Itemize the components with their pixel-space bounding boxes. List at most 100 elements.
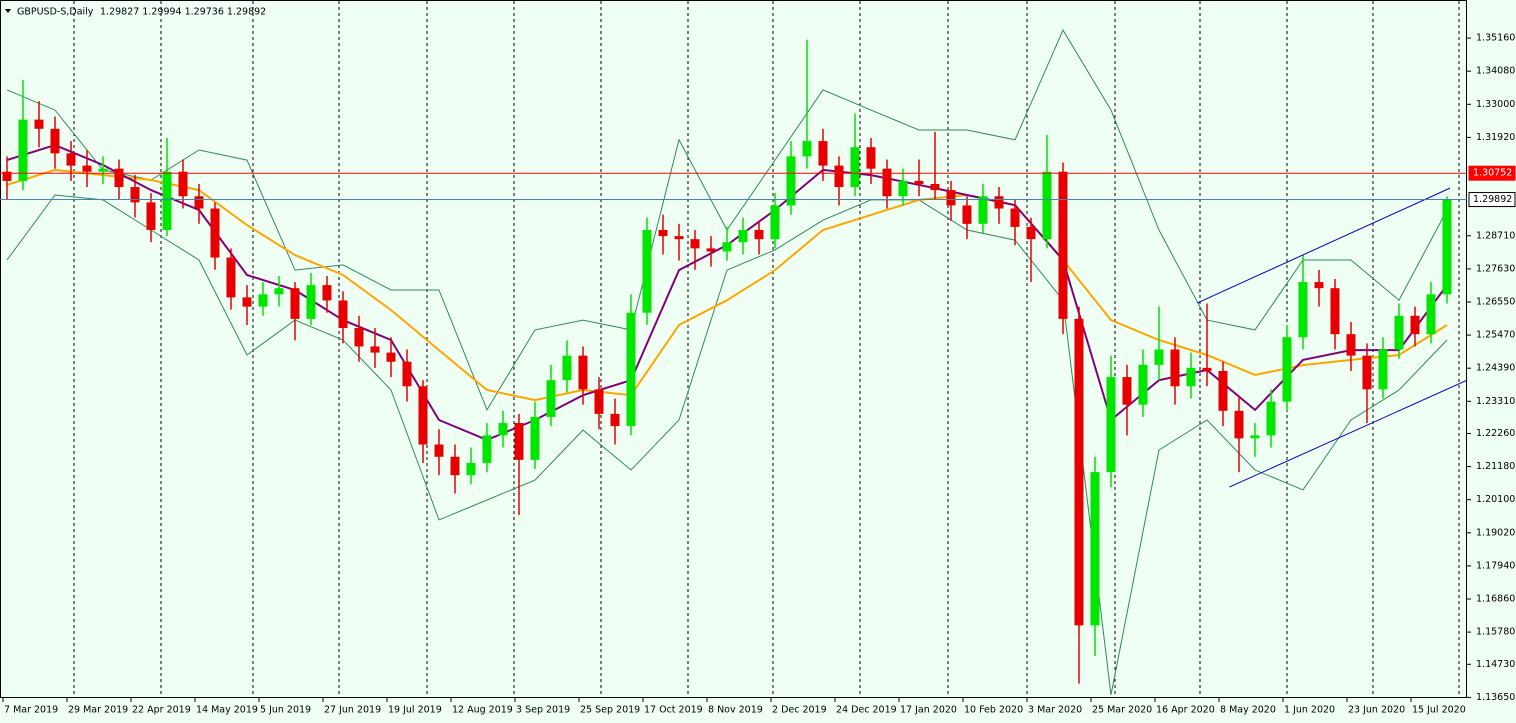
candle-body (258, 294, 268, 307)
candle-body (66, 153, 76, 166)
candle-body (802, 141, 812, 157)
candle-body (354, 328, 364, 347)
y-tick-label: 1.31920 (1476, 132, 1515, 143)
channel-line (1197, 187, 1451, 304)
candle-body (658, 229, 668, 237)
x-tick-label: 22 Apr 2019 (132, 705, 191, 716)
indicator-line (6, 194, 1448, 695)
candle-body (114, 168, 124, 188)
candle-body (818, 141, 828, 166)
candle-body (546, 380, 556, 417)
plot-frame (0, 0, 1467, 698)
x-tick-label: 25 Mar 2020 (1092, 705, 1152, 716)
x-tick-label: 8 May 2020 (1220, 705, 1276, 716)
candle-body (1234, 410, 1244, 439)
candle-body (1266, 401, 1276, 436)
candle-body (18, 119, 28, 181)
candle-body (962, 205, 972, 224)
candle-body (994, 196, 1004, 209)
candle-body (594, 389, 604, 414)
x-tick-label: 7 Mar 2019 (4, 705, 58, 716)
candle-body (738, 229, 748, 243)
y-tick-label: 1.24390 (1476, 363, 1515, 374)
candle-body (1330, 288, 1340, 335)
x-tick-label: 5 Jun 2019 (260, 705, 311, 716)
candle-body (338, 300, 348, 329)
candle-body (322, 285, 332, 301)
candle-body (242, 297, 252, 307)
candle-body (2, 171, 12, 181)
y-tick-label: 1.13650 (1476, 692, 1515, 703)
candle-body (130, 187, 140, 203)
candle-body (418, 386, 428, 445)
x-tick-label: 12 Aug 2019 (452, 705, 513, 716)
x-tick-label: 19 Jul 2019 (388, 705, 442, 716)
candle-body (1074, 318, 1084, 626)
x-tick-label: 15 Jul 2020 (1412, 705, 1466, 716)
candle-body (834, 165, 844, 188)
candle-body (290, 288, 300, 319)
y-tick-label: 1.33000 (1476, 99, 1515, 110)
y-tick-label: 1.21180 (1476, 461, 1515, 472)
x-tick-label: 14 May 2019 (196, 705, 258, 716)
price-label: 1.29892 (1473, 194, 1512, 205)
candle-body (1170, 349, 1180, 387)
candle-body (482, 435, 492, 463)
candle-body (1362, 355, 1372, 390)
candle-body (850, 147, 860, 188)
candle-body (1394, 315, 1404, 350)
y-tick-label: 1.23310 (1476, 396, 1515, 407)
candle-body (1154, 349, 1164, 365)
candle-body (450, 456, 460, 476)
candle-body (1042, 171, 1052, 240)
symbol-title: GBPUSD-S,Daily (17, 7, 94, 18)
candle-body (610, 413, 620, 427)
y-tick-label: 1.17940 (1476, 560, 1515, 571)
x-tick-label: 8 Nov 2019 (708, 705, 763, 716)
x-tick-label: 10 Feb 2020 (964, 705, 1023, 716)
candle-body (690, 239, 700, 249)
candle-body (386, 352, 396, 362)
candle-body (578, 355, 588, 390)
candle-body (530, 416, 540, 460)
y-tick-label: 1.25470 (1476, 330, 1515, 341)
x-tick-label: 25 Sep 2019 (580, 705, 640, 716)
x-tick-label: 29 Mar 2019 (68, 705, 128, 716)
candle-body (50, 128, 60, 154)
candle-body (978, 196, 988, 224)
candle-body (754, 229, 764, 240)
candle-body (914, 180, 924, 184)
candle-body (930, 183, 940, 191)
candle-body (1250, 435, 1260, 439)
candle-body (498, 423, 508, 436)
candle-body (1202, 367, 1212, 371)
x-tick-label: 24 Dec 2019 (836, 705, 897, 716)
price-label: 1.30752 (1473, 168, 1512, 179)
candle-body (1106, 377, 1116, 473)
candle-body (1090, 472, 1100, 626)
x-tick-label: 3 Mar 2020 (1028, 705, 1082, 716)
y-tick-label: 1.35160 (1476, 33, 1515, 44)
candle-body (370, 346, 380, 353)
candle-body (770, 205, 780, 240)
candle-body (1426, 294, 1436, 335)
candle-body (514, 423, 524, 460)
candle-body (674, 236, 684, 240)
candle-body (1058, 171, 1068, 319)
candle-body (210, 208, 220, 258)
candle-body (274, 288, 284, 295)
price-label-box (1468, 165, 1516, 181)
candle-body (306, 285, 316, 319)
x-tick-label: 23 Jun 2020 (1348, 705, 1405, 716)
candle-body (162, 171, 172, 230)
y-tick-label: 1.27630 (1476, 263, 1515, 274)
x-tick-label: 16 Apr 2020 (1156, 705, 1215, 716)
candle-body (882, 168, 892, 197)
quote: 1.29827 1.29994 1.29736 1.29892 (100, 7, 266, 18)
candle-body (1298, 282, 1308, 338)
candle-body (1442, 199, 1452, 295)
y-tick-label: 1.20100 (1476, 494, 1515, 505)
menu-arrow[interactable] (5, 9, 11, 13)
candle-body (1314, 282, 1324, 289)
